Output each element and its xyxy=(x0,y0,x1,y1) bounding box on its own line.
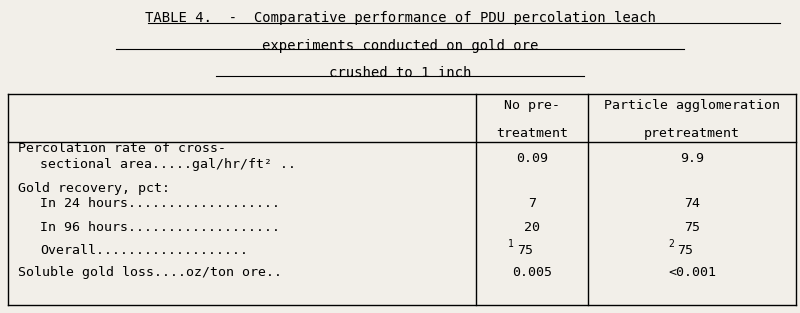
Text: TABLE 4.  -  Comparative performance of PDU percolation leach: TABLE 4. - Comparative performance of PD… xyxy=(145,11,655,25)
Text: sectional area.....gal/hr/ft² ..: sectional area.....gal/hr/ft² .. xyxy=(40,158,296,171)
Text: 20: 20 xyxy=(524,221,540,234)
Text: 75: 75 xyxy=(678,244,694,257)
Text: 75: 75 xyxy=(684,221,700,234)
Text: 74: 74 xyxy=(684,197,700,210)
Text: Particle agglomeration: Particle agglomeration xyxy=(604,99,780,112)
Text: treatment: treatment xyxy=(496,127,568,140)
Text: In 24 hours...................: In 24 hours................... xyxy=(40,197,280,210)
Text: Gold recovery, pct:: Gold recovery, pct: xyxy=(18,182,170,195)
Text: Percolation rate of cross-: Percolation rate of cross- xyxy=(18,142,226,156)
Text: crushed to 1 inch: crushed to 1 inch xyxy=(329,66,471,80)
Text: experiments conducted on gold ore: experiments conducted on gold ore xyxy=(262,39,538,53)
Text: Overall...................: Overall................... xyxy=(40,244,248,257)
Text: 0.005: 0.005 xyxy=(512,266,552,279)
Text: 75: 75 xyxy=(518,244,534,257)
Text: Soluble gold loss....oz/ton ore..: Soluble gold loss....oz/ton ore.. xyxy=(18,266,282,279)
Text: In 96 hours...................: In 96 hours................... xyxy=(40,221,280,234)
Text: pretreatment: pretreatment xyxy=(644,127,740,140)
Text: 2: 2 xyxy=(668,239,674,249)
Text: No pre-: No pre- xyxy=(504,99,560,112)
Text: 9.9: 9.9 xyxy=(680,152,704,165)
Text: 0.09: 0.09 xyxy=(516,152,548,165)
Text: 1: 1 xyxy=(508,239,514,249)
Text: <0.001: <0.001 xyxy=(668,266,716,279)
Text: 7: 7 xyxy=(528,197,536,210)
